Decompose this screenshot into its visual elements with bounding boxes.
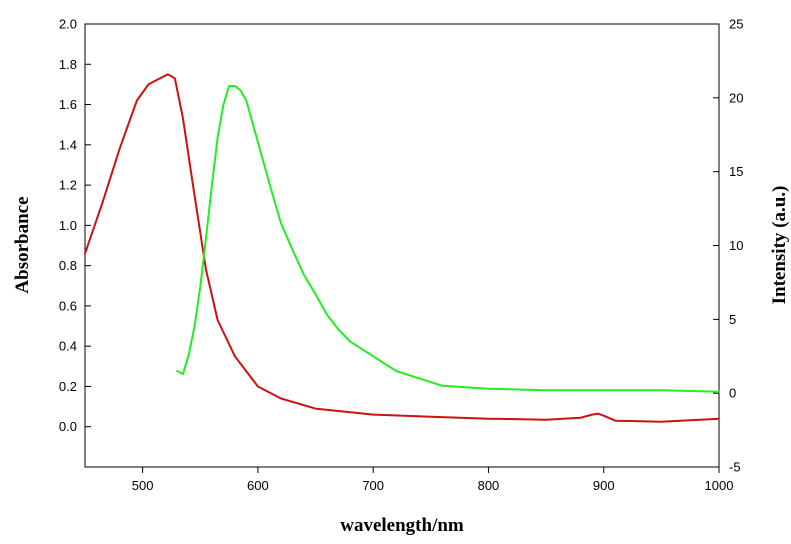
x-tick-label: 1000 [705,478,734,493]
y2-tick-label: -5 [729,460,741,475]
y2-tick-label: 10 [729,238,743,253]
y-tick-label: 0.6 [59,298,77,313]
x-tick-label: 500 [132,478,154,493]
y2-tick-label: 15 [729,164,743,179]
y2-tick-label: 20 [729,90,743,105]
y-tick-label: 1.4 [59,137,77,152]
absorbance-series-line [84,73,720,423]
x-axis-title: wavelength/nm [340,515,464,536]
y-tick-label: 0.8 [59,258,77,273]
y-tick-label: 0.2 [59,379,77,394]
y-tick-label: 1.2 [59,178,77,193]
y-tick-label: 2.0 [59,17,77,32]
y-tick-label: 1.6 [59,97,77,112]
y-tick-label: 0.0 [59,419,77,434]
y2-axis-title: Intensity (a.u.) [769,186,790,305]
plot-frame [84,23,720,468]
y-tick-label: 1.0 [59,218,77,233]
x-tick-label: 900 [593,478,615,493]
x-tick-label: 700 [362,478,384,493]
intensity-series-line [176,85,720,393]
y2-tick-label: 25 [729,17,743,32]
x-tick-label: 800 [478,478,500,493]
y2-tick-label: 5 [729,312,736,327]
series-layer [84,73,720,423]
y-tick-label: 0.4 [59,339,77,354]
tick-marks [85,23,720,473]
x-tick-label: 600 [247,478,269,493]
y2-tick-label: 0 [729,386,736,401]
y-axis-title: Absorbance [12,196,33,293]
y-tick-label: 1.8 [59,57,77,72]
tick-labels: 500 600 700 800 900 1000 0.0 0.2 0.4 0.6 0.8 1.0 1.2… [59,17,744,494]
